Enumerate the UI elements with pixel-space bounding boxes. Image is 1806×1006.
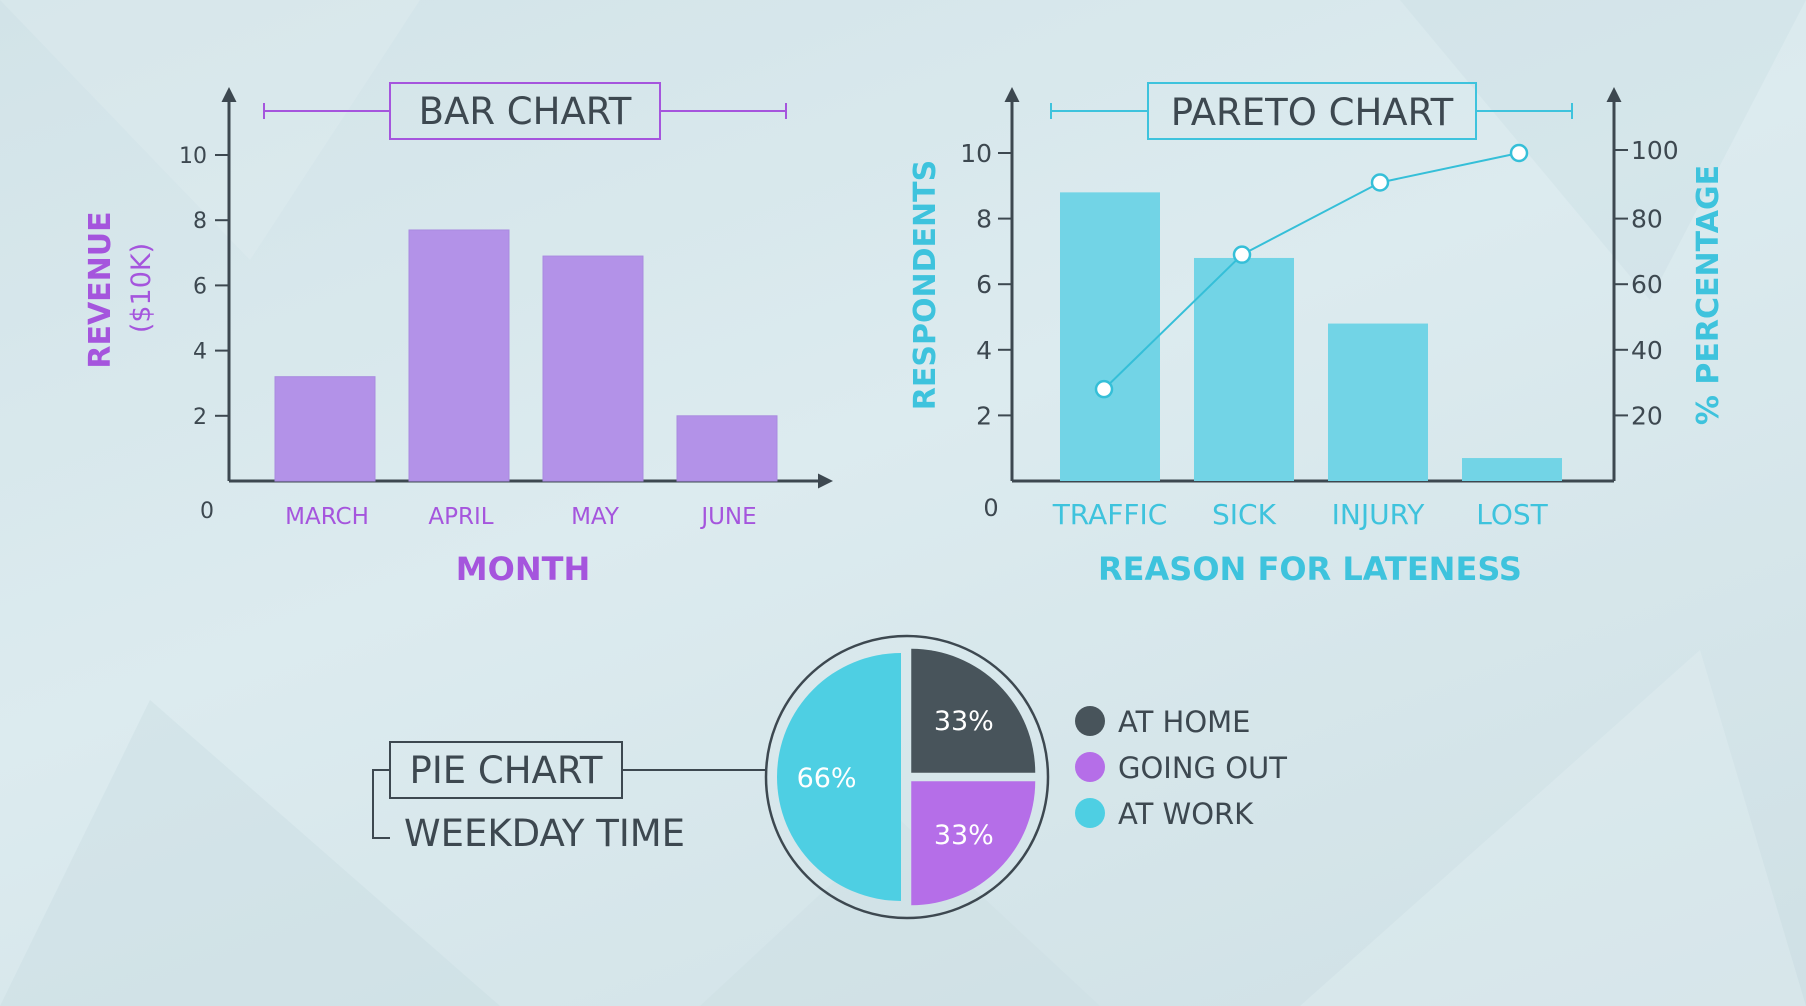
bar-chart-bar <box>542 255 644 482</box>
pareto-line-point <box>1509 143 1529 163</box>
pareto-y-axis-title: RESPONDENTS <box>908 160 943 410</box>
bar-chart-y-axis-title: REVENUE <box>83 211 118 368</box>
pareto-x-labels: TRAFFIC SICK INJURY LOST <box>1052 498 1549 531</box>
pareto-bar <box>1194 257 1294 481</box>
pie-slice <box>911 648 1036 773</box>
bar-chart-y-tick-label: 6 <box>193 274 207 299</box>
pie-slice-label: 66% <box>797 763 857 794</box>
pareto-left-tick-label: 10 <box>960 139 992 168</box>
bar-chart-bars <box>274 229 778 482</box>
bar-chart-y-ticks: 2 4 6 8 10 <box>179 144 229 430</box>
pareto-bar <box>1060 192 1160 482</box>
bar-chart-x-tick-label: MAY <box>571 504 620 530</box>
pie-chart: PIE CHART WEEKDAY TIME 33% 33% 66% AT HOME… <box>372 634 1287 920</box>
pareto-left-tick-label: 2 <box>976 401 992 430</box>
pareto-right-axis-title: % PERCENTAGE <box>1691 165 1726 425</box>
bar-chart-y-tick-label: 4 <box>193 340 207 365</box>
pie-slice <box>911 781 1036 906</box>
pareto-x-axis-title: REASON FOR LATENESS <box>1098 550 1522 588</box>
pareto-title: PARETO CHART <box>1171 91 1454 134</box>
bar-chart: BAR CHART 2 4 6 8 10 0 MARCH APRIL MAY JUNE MON… <box>83 82 833 588</box>
pareto-cumulative-line <box>1094 143 1529 399</box>
bar-chart-y-tick-label: 10 <box>179 144 207 169</box>
bar-chart-x-tick-label: MARCH <box>285 504 369 530</box>
pie-title-bracket <box>372 769 390 839</box>
pareto-x-tick-label: SICK <box>1212 498 1277 531</box>
pareto-left-tick-label: 6 <box>976 270 992 299</box>
bar-chart-title-box <box>389 82 661 140</box>
bar-chart-title: BAR CHART <box>419 90 632 133</box>
bar-chart-bar <box>408 229 510 482</box>
pareto-line-point <box>1094 379 1114 399</box>
pareto-left-ticks: 2 4 6 8 10 <box>960 139 1012 430</box>
pareto-right-tick-label: 40 <box>1631 336 1663 365</box>
pareto-right-tick-label: 100 <box>1631 136 1679 165</box>
legend-swatch <box>1075 752 1105 782</box>
pareto-chart: PARETO CHART 2 4 6 8 10 20 40 60 80 100 0 TRAFFI… <box>908 82 1726 588</box>
pareto-line-point <box>1232 245 1252 264</box>
bar-chart-zero-label: 0 <box>200 499 214 524</box>
pareto-right-tick-label: 60 <box>1631 270 1663 299</box>
legend-label: AT WORK <box>1118 797 1254 831</box>
pie-subtitle: WEEKDAY TIME <box>404 812 685 855</box>
pareto-left-tick-label: 8 <box>976 205 992 234</box>
legend-swatch <box>1075 798 1105 828</box>
pareto-right-tick-label: 80 <box>1631 205 1663 234</box>
pareto-zero-label: 0 <box>983 494 998 522</box>
bar-chart-x-tick-label: JUNE <box>699 504 756 530</box>
bar-chart-x-axis-title: MONTH <box>456 550 590 588</box>
bar-chart-y-axis-subtitle: ($10K) <box>126 243 157 333</box>
legend-label: GOING OUT <box>1118 751 1287 785</box>
pie-slices: 33% 33% 66% <box>777 648 1036 906</box>
bar-chart-y-tick-label: 8 <box>193 209 207 234</box>
pareto-bar <box>1462 458 1562 481</box>
bar-chart-x-labels: MARCH APRIL MAY JUNE <box>285 504 757 530</box>
bar-chart-bar <box>274 376 376 482</box>
pie-outer-ring <box>764 634 1050 920</box>
legend-label: AT HOME <box>1118 705 1251 739</box>
bar-chart-bar <box>676 415 778 482</box>
bar-chart-x-tick-label: APRIL <box>428 504 493 530</box>
pareto-x-tick-label: LOST <box>1476 498 1548 531</box>
pie-slice-label: 33% <box>934 820 994 851</box>
pareto-right-ticks: 20 40 60 80 100 <box>1614 136 1679 430</box>
pie-title: PIE CHART <box>410 749 603 792</box>
pareto-left-tick-label: 4 <box>976 336 992 365</box>
pareto-line-point <box>1370 173 1390 192</box>
pareto-right-tick-label: 20 <box>1631 401 1663 430</box>
pareto-title-box <box>1147 82 1477 140</box>
pie-slice <box>777 653 901 901</box>
pareto-bar <box>1328 323 1428 481</box>
pie-legend: AT HOME GOING OUT AT WORK <box>1075 705 1287 831</box>
pareto-line-path <box>1103 152 1520 390</box>
legend-swatch <box>1075 706 1105 736</box>
pareto-bars <box>1060 192 1562 482</box>
pareto-x-tick-label: INJURY <box>1332 498 1426 531</box>
bar-chart-y-tick-label: 2 <box>193 405 207 430</box>
pie-slice-label: 33% <box>934 706 994 737</box>
pareto-x-tick-label: TRAFFIC <box>1052 498 1168 531</box>
